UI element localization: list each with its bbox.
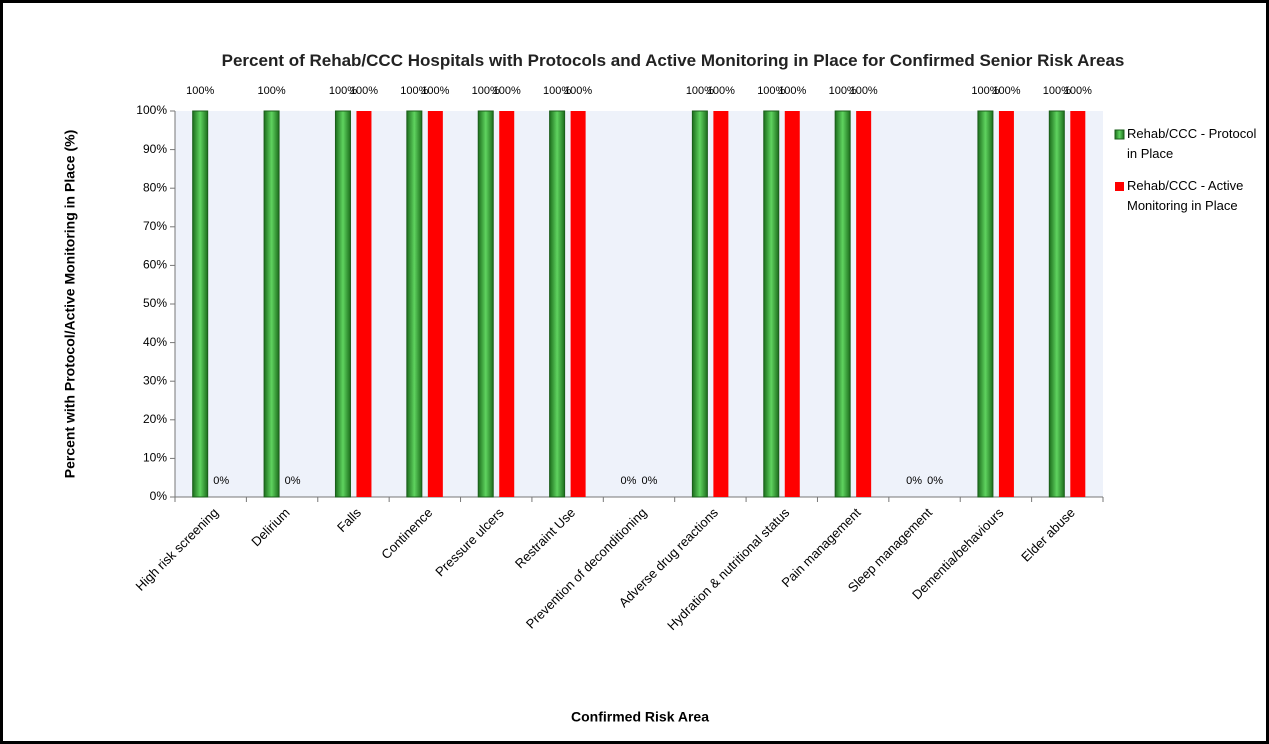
x-tick-label: Continence xyxy=(378,505,435,562)
bar xyxy=(406,110,423,498)
x-axis-label: Confirmed Risk Area xyxy=(571,709,709,725)
bar xyxy=(834,110,851,498)
bar xyxy=(427,111,443,497)
value-label: 0% xyxy=(642,475,658,487)
y-tick-label: 60% xyxy=(143,258,167,272)
y-tick-label: 90% xyxy=(143,142,167,156)
value-label: 100% xyxy=(829,85,857,97)
x-tick-label: Delirium xyxy=(248,505,292,549)
x-tick-label: Elder abuse xyxy=(1018,505,1078,565)
y-tick-label: 70% xyxy=(143,219,167,233)
value-label: 100% xyxy=(707,85,735,97)
bar xyxy=(570,111,586,497)
value-label: 100% xyxy=(258,85,286,97)
x-tick-label: Prevention of deconditioning xyxy=(523,505,650,632)
chart: Percent with Protocol/Active Monitoring … xyxy=(62,85,1257,725)
value-label: 0% xyxy=(927,475,943,487)
bar xyxy=(784,111,800,497)
legend-label: Rehab/CCC - Protocol in Place xyxy=(1127,126,1256,161)
bar xyxy=(499,111,515,497)
bar xyxy=(977,110,994,498)
bar xyxy=(477,110,494,498)
value-label: 100% xyxy=(329,85,357,97)
value-label: 100% xyxy=(472,85,500,97)
value-label: 100% xyxy=(186,85,214,97)
plot-area xyxy=(175,111,1103,497)
value-label: 100% xyxy=(493,85,521,97)
y-axis-label: Percent with Protocol/Active Monitoring … xyxy=(62,130,78,479)
value-label: 100% xyxy=(1064,85,1092,97)
bar xyxy=(1048,110,1065,498)
value-label: 100% xyxy=(564,85,592,97)
value-label: 0% xyxy=(285,475,301,487)
value-label: 100% xyxy=(686,85,714,97)
bar xyxy=(334,110,351,498)
value-label: 100% xyxy=(1043,85,1071,97)
value-label: 100% xyxy=(757,85,785,97)
value-label: 100% xyxy=(350,85,378,97)
x-tick-label: High risk screening xyxy=(132,505,221,594)
y-tick-label: 10% xyxy=(143,451,167,465)
bar xyxy=(713,111,729,497)
value-label: 100% xyxy=(850,85,878,97)
y-tick-label: 100% xyxy=(136,103,167,117)
bar xyxy=(856,111,872,497)
chart-title: Percent of Rehab/CCC Hospitals with Prot… xyxy=(221,51,1125,70)
value-label: 100% xyxy=(778,85,806,97)
y-tick-label: 50% xyxy=(143,296,167,310)
bar xyxy=(998,111,1014,497)
value-label: 0% xyxy=(213,475,229,487)
bar xyxy=(1070,111,1086,497)
y-tick-label: 30% xyxy=(143,373,167,387)
bar xyxy=(263,110,280,498)
y-tick-label: 40% xyxy=(143,335,167,349)
value-label: 100% xyxy=(543,85,571,97)
x-tick-label: Falls xyxy=(334,505,364,535)
value-label: 0% xyxy=(906,475,922,487)
value-label: 100% xyxy=(971,85,999,97)
bar xyxy=(549,110,566,498)
value-label: 100% xyxy=(400,85,428,97)
x-tick-label: Restraint Use xyxy=(512,505,578,571)
bar xyxy=(691,110,708,498)
y-tick-label: 0% xyxy=(150,489,168,503)
value-label: 100% xyxy=(421,85,449,97)
bar xyxy=(763,110,780,498)
legend-swatch xyxy=(1114,129,1125,140)
bar xyxy=(192,110,209,498)
bar xyxy=(356,111,372,497)
y-tick-label: 20% xyxy=(143,412,167,426)
x-tick-label: Pressure ulcers xyxy=(432,505,507,580)
x-tick-label: Hydration & nutritional status xyxy=(664,505,792,633)
value-label: 100% xyxy=(992,85,1020,97)
y-tick-label: 80% xyxy=(143,180,167,194)
legend-swatch xyxy=(1115,182,1124,191)
value-label: 0% xyxy=(621,475,637,487)
legend-label: Rehab/CCC - Active Monitoring in Place xyxy=(1127,178,1243,213)
